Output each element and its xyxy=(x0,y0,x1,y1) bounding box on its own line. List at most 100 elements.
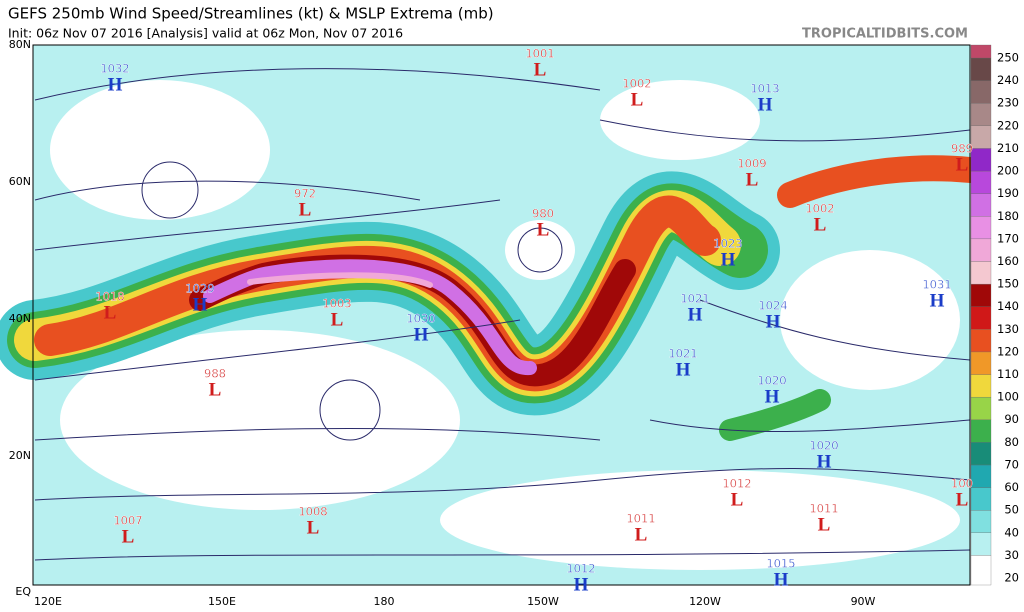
colorbar-label: 140 xyxy=(997,299,1019,313)
watermark: TROPICALTIDBITS.COM xyxy=(802,27,968,42)
pressure-value: 1015 xyxy=(766,557,795,571)
lat-label: 40N xyxy=(9,312,31,325)
pressure-value: 1002 xyxy=(805,202,834,216)
pressure-symbol: L xyxy=(818,514,831,535)
pressure-value: 1011 xyxy=(809,502,838,516)
calm-area xyxy=(60,330,460,510)
colorbar-label: 190 xyxy=(997,186,1019,200)
pressure-symbol: L xyxy=(631,89,644,110)
title: GEFS 250mb Wind Speed/Streamlines (kt) &… xyxy=(8,5,494,23)
pressure-symbol: H xyxy=(758,94,773,115)
pressure-value: 1018 xyxy=(95,290,124,304)
colorbar-segment xyxy=(970,170,992,194)
colorbar-label: 240 xyxy=(997,73,1019,87)
colorbar-segment xyxy=(970,306,992,330)
pressure-value: 1008 xyxy=(298,505,327,519)
pressure-symbol: H xyxy=(721,249,736,270)
pressure-symbol: L xyxy=(209,379,222,400)
pressure-symbol: H xyxy=(574,574,589,595)
pressure-symbol: L xyxy=(534,59,547,80)
colorbar-segment xyxy=(970,238,992,262)
pressure-value: 1021 xyxy=(668,347,697,361)
lat-label: 20N xyxy=(9,449,31,462)
jet-stream xyxy=(0,155,983,441)
colorbar-label: 30 xyxy=(1004,548,1019,562)
pressure-symbol: H xyxy=(765,386,780,407)
colorbar-segment xyxy=(970,261,992,285)
colorbar-label: 70 xyxy=(1004,457,1019,471)
pressure-value: 989 xyxy=(951,142,973,156)
pressure-value: 1030 xyxy=(406,312,435,326)
colorbar-label: 120 xyxy=(997,344,1019,358)
lon-label: 120W xyxy=(689,595,721,608)
pressure-symbol: L xyxy=(307,517,320,538)
pressure-symbol: L xyxy=(731,489,744,510)
colorbar-segment xyxy=(970,464,992,488)
colorbar-label: 20 xyxy=(1004,571,1019,585)
pressure-value: 980 xyxy=(532,207,554,221)
colorbar-label: 170 xyxy=(997,231,1019,245)
pressure-value: 1003 xyxy=(322,297,351,311)
pressure-value: 1032 xyxy=(100,62,129,76)
lon-label: 180 xyxy=(374,595,395,608)
colorbar-label: 110 xyxy=(997,367,1019,381)
pressure-symbol: H xyxy=(193,294,208,315)
pressure-value: 1009 xyxy=(737,157,766,171)
colorbar-segment xyxy=(970,125,992,149)
colorbar-label: 230 xyxy=(997,96,1019,110)
colorbar-segment xyxy=(970,510,992,533)
calm-area xyxy=(505,220,575,280)
colorbar-label: 180 xyxy=(997,209,1019,223)
pressure-symbol: H xyxy=(930,290,945,311)
colorbar-segment xyxy=(970,419,992,443)
lon-label: 120E xyxy=(34,595,62,608)
pressure-value: 1012 xyxy=(566,562,595,576)
pressure-value: 1002 xyxy=(622,77,651,91)
pressure-value: 1001 xyxy=(525,47,554,61)
colorbar-segment xyxy=(970,396,992,420)
colorbar-segment xyxy=(970,80,992,104)
pressure-value: 1029 xyxy=(185,282,214,296)
pressure-symbol: L xyxy=(299,199,312,220)
colorbar-label: 90 xyxy=(1004,412,1019,426)
pressure-value: 1031 xyxy=(922,278,951,292)
lon-label: 150W xyxy=(527,595,559,608)
colorbar-label: 250 xyxy=(997,51,1019,65)
colorbar-segment xyxy=(970,532,992,556)
colorbar-segment xyxy=(970,193,992,217)
pressure-value: 1020 xyxy=(809,439,838,453)
lon-label: 90W xyxy=(851,595,876,608)
lat-label: EQ xyxy=(15,585,31,598)
pressure-value: 1007 xyxy=(113,514,142,528)
colorbar-segment xyxy=(970,329,992,353)
colorbar-segment xyxy=(970,103,992,126)
map-frame xyxy=(32,44,971,586)
pressure-value: 1024 xyxy=(758,299,787,313)
pressure-symbol: L xyxy=(331,309,344,330)
pressure-symbol: L xyxy=(104,302,117,323)
pressure-value: 988 xyxy=(204,367,226,381)
pressure-symbol: H xyxy=(676,359,691,380)
colorbar-segment xyxy=(970,57,992,81)
map-field xyxy=(0,44,983,586)
colorbar-segment xyxy=(970,216,992,240)
colorbar-label: 50 xyxy=(1004,503,1019,517)
pressure-value: 1020 xyxy=(757,374,786,388)
colorbar-segment xyxy=(970,555,992,586)
colorbar-label: 150 xyxy=(997,277,1019,291)
pressure-symbol: L xyxy=(956,154,969,175)
colorbar-label: 60 xyxy=(1004,480,1019,494)
pressure-value: 1012 xyxy=(722,477,751,491)
colorbar-segment xyxy=(970,487,992,511)
calm-area xyxy=(600,80,760,160)
pressure-value: 1023 xyxy=(713,237,742,251)
colorbar-label: 100 xyxy=(997,390,1019,404)
lat-label: 80N xyxy=(9,38,31,51)
colorbar-label: 40 xyxy=(1004,525,1019,539)
colorbar-segment xyxy=(970,148,992,172)
colorbar-segment xyxy=(970,374,992,398)
streamlines xyxy=(34,68,971,561)
colorbar-label: 80 xyxy=(1004,435,1019,449)
colorbar-segment xyxy=(970,44,992,59)
